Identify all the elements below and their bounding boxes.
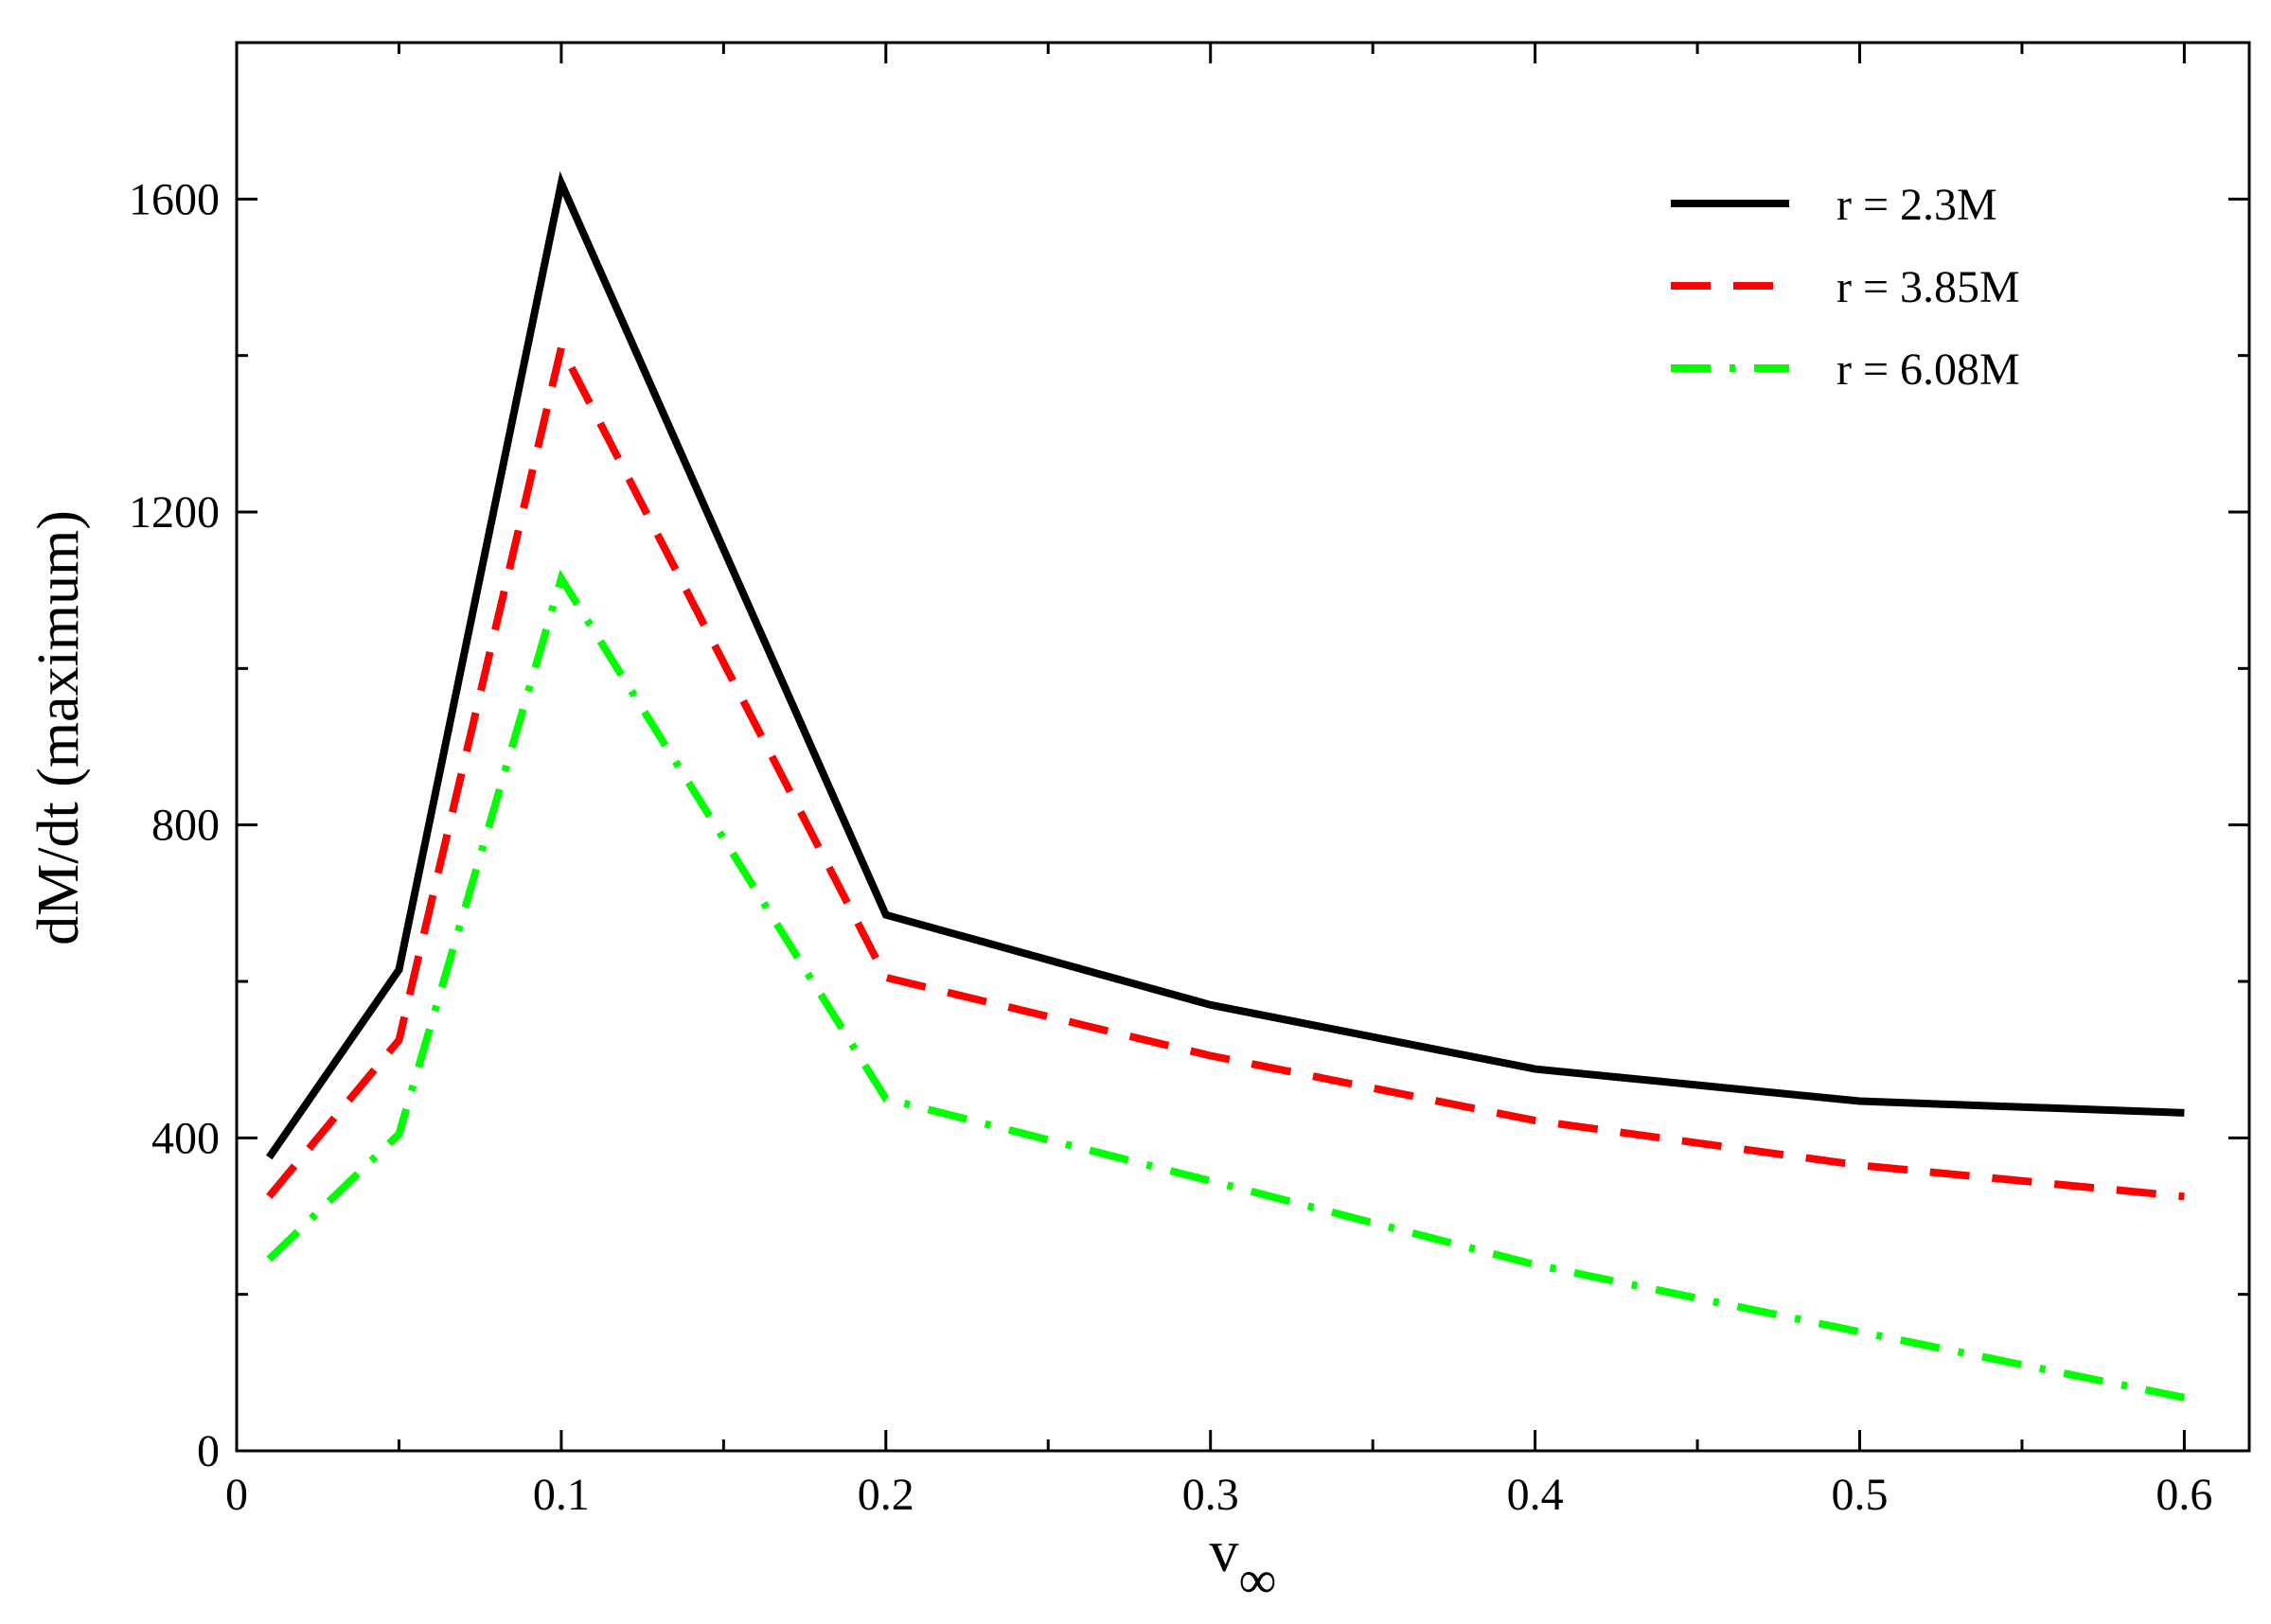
y-tick-label: 1200 xyxy=(129,487,220,538)
legend-label-1: r = 2.3M xyxy=(1836,180,1997,230)
legend: r = 2.3M r = 3.85M r = 6.08M xyxy=(1671,180,2020,395)
x-axis-title: v∞ xyxy=(1210,1520,1277,1610)
y-tick-label: 1600 xyxy=(129,174,220,224)
x-axis-title-main: v xyxy=(1210,1520,1239,1584)
series-line-1 xyxy=(266,170,2185,1160)
y-tick-label: 0 xyxy=(197,1426,220,1476)
y-tick-label: 800 xyxy=(151,801,220,851)
series-line-2 xyxy=(266,336,2185,1201)
y-tick-labels: 0 400 800 1200 1600 xyxy=(129,174,220,1476)
x-tick-label: 0.1 xyxy=(533,1470,590,1520)
x-tick-label: 0.6 xyxy=(2156,1470,2212,1520)
plot-frame xyxy=(235,41,2251,1453)
x-tick-label: 0.2 xyxy=(858,1470,914,1520)
y-tick-label: 400 xyxy=(151,1113,220,1163)
x-tick-label: 0 xyxy=(225,1470,248,1520)
series-line-3 xyxy=(266,569,2186,1402)
x-tick-label: 0.4 xyxy=(1507,1470,1564,1520)
legend-label-2: r = 3.85M xyxy=(1836,262,2020,312)
x-tick-labels: 0 0.1 0.2 0.3 0.4 0.5 0.6 xyxy=(225,1470,2212,1520)
legend-label-3: r = 6.08M xyxy=(1836,344,2020,395)
x-tick-label: 0.3 xyxy=(1182,1470,1239,1520)
x-tick-label: 0.5 xyxy=(1832,1470,1889,1520)
y-axis-title: dM/dt (maximum) xyxy=(27,510,91,945)
axis-ticks xyxy=(235,43,2249,1453)
x-axis-title-subscript: ∞ xyxy=(1239,1551,1277,1610)
series-lines xyxy=(266,170,2186,1402)
